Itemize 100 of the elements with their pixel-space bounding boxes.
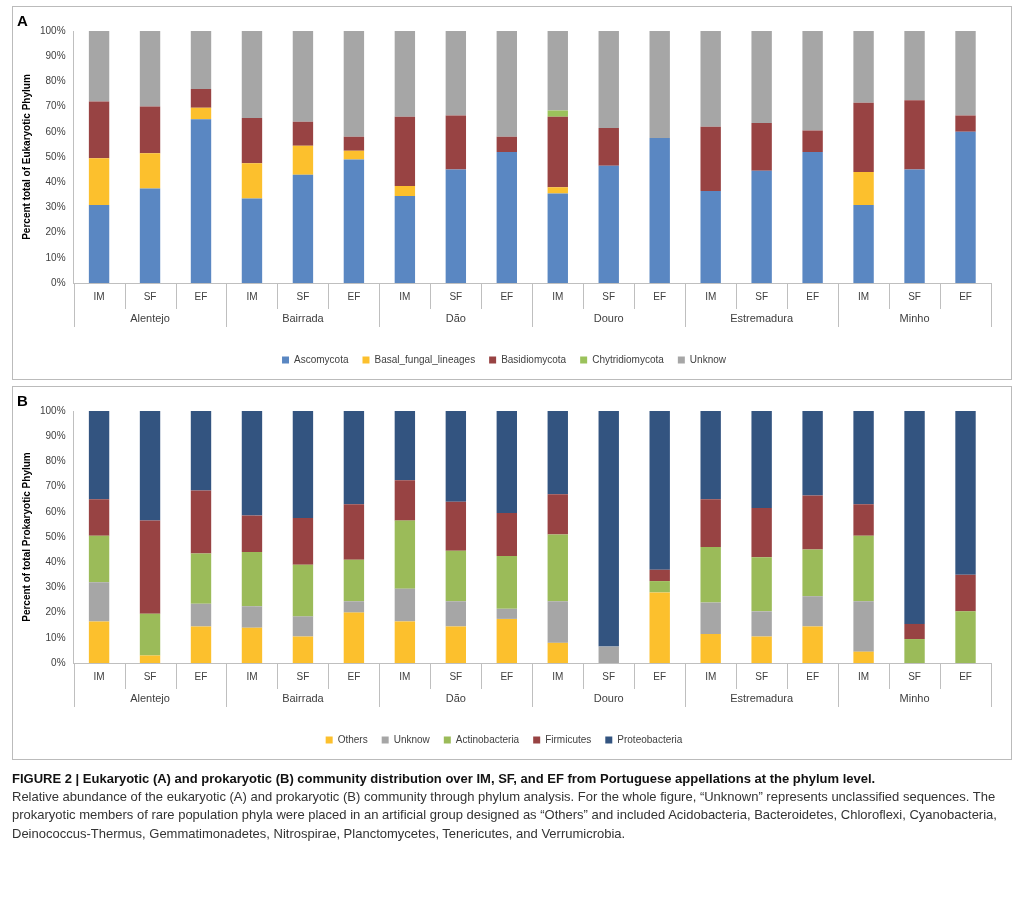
bar (139, 613, 161, 656)
bar (853, 31, 874, 103)
x-tick-label: EF (653, 290, 667, 302)
bar (241, 31, 263, 118)
y-tick-label: 50% (45, 530, 66, 542)
bar (241, 552, 263, 607)
text: Minho (899, 692, 930, 705)
bar (139, 188, 161, 283)
bar (955, 411, 976, 575)
bar (853, 535, 874, 602)
bar (904, 100, 925, 170)
bar (292, 616, 314, 637)
bar (190, 553, 212, 604)
x-tick-label: SF (143, 670, 157, 682)
bar (139, 106, 161, 154)
text: Dão (445, 312, 466, 325)
bar (496, 411, 517, 514)
bar (292, 636, 314, 663)
y-tick-label: 30% (45, 201, 66, 213)
bar (496, 618, 517, 663)
x-tick-label: IM (399, 670, 411, 682)
x-tick-label: SF (449, 670, 463, 682)
text: Estremadura (730, 312, 794, 325)
y-tick-label: 100% (40, 404, 66, 416)
y-tick-label: 0% (51, 656, 66, 668)
bar (343, 136, 365, 151)
bar (241, 198, 263, 283)
bar (496, 31, 517, 137)
bar (343, 31, 365, 137)
y-tick-label: 40% (45, 555, 66, 567)
x-tick-label: IM (93, 670, 105, 682)
bar (751, 170, 772, 283)
bar (394, 411, 416, 481)
chart-title: A (17, 12, 28, 30)
bar (292, 121, 314, 146)
bar (700, 31, 721, 127)
bar (955, 31, 976, 116)
legend-label: Proteobacteria (617, 733, 683, 745)
y-tick-label: 30% (45, 581, 66, 593)
bar (88, 535, 110, 583)
x-tick-label: SF (908, 670, 921, 682)
y-tick-label: 90% (45, 429, 66, 441)
bar (394, 520, 416, 589)
bar (190, 411, 212, 491)
text: Bairrada (282, 312, 325, 325)
bar (88, 101, 110, 159)
y-tick-label: 70% (45, 100, 66, 112)
y-tick-label: 20% (45, 606, 66, 618)
bar (394, 185, 416, 197)
x-tick-label: SF (296, 290, 310, 302)
bar (751, 557, 772, 612)
x-tick-label: IM (246, 670, 258, 682)
bar (547, 601, 568, 643)
bar (88, 204, 110, 283)
bar (751, 636, 772, 663)
bar (853, 411, 874, 505)
bar (598, 128, 619, 166)
bar (445, 169, 467, 283)
bar (547, 110, 568, 117)
bar (343, 504, 365, 560)
bar (802, 495, 823, 550)
x-tick-label: SF (449, 290, 463, 302)
bar (88, 582, 110, 622)
bar (88, 31, 110, 102)
legend-label: Actinobacteria (455, 733, 520, 745)
text: Bairrada (282, 692, 325, 705)
bar (649, 581, 670, 593)
x-tick-label: SF (755, 290, 769, 302)
bar (547, 193, 568, 283)
bar (496, 136, 517, 152)
x-tick-label: IM (705, 670, 717, 682)
bar (802, 411, 823, 496)
bar (88, 621, 110, 663)
bar (394, 480, 416, 521)
bar (904, 411, 925, 624)
chart-title: B (17, 392, 28, 410)
bar (241, 117, 263, 164)
bar (700, 126, 721, 192)
bar (751, 508, 772, 558)
bar (598, 31, 619, 129)
text: Relative abundance of the eukaryotic (A) and prokaryotic (B) community through phylum analysis. For the whole figure, “Unknown” represents unclassified sequences. The prokaryotic members of rare population phyla were placed in an artificial group designed as “Others” and included Acidobacteria, Bacteroidetes, Chloroflexi, Cyanobacteria, Deinococcus-Thermus, Gemmatimonadetes, Nitrospirae, Planctomycetes, Tenericutes, and Verrumicrobia. (12, 789, 997, 841)
x-tick-label: SF (602, 290, 616, 302)
y-tick-label: 40% (45, 175, 66, 187)
y-tick-label: 10% (45, 631, 66, 643)
bar (343, 411, 365, 505)
bar (394, 196, 416, 283)
bar (496, 608, 517, 619)
bar (751, 122, 772, 171)
x-tick-label: IM (858, 290, 870, 302)
text: Douro (593, 312, 624, 325)
bar (343, 601, 365, 613)
x-tick-label: EF (194, 670, 208, 682)
bar (343, 559, 365, 602)
y-tick-label: 20% (45, 226, 66, 238)
y-tick-label: 60% (45, 505, 66, 517)
bar (445, 411, 467, 502)
text: Minho (899, 312, 930, 325)
legend-label: Chytridiomycota (592, 353, 665, 365)
x-tick-label: SF (143, 290, 157, 302)
bar (445, 31, 467, 116)
